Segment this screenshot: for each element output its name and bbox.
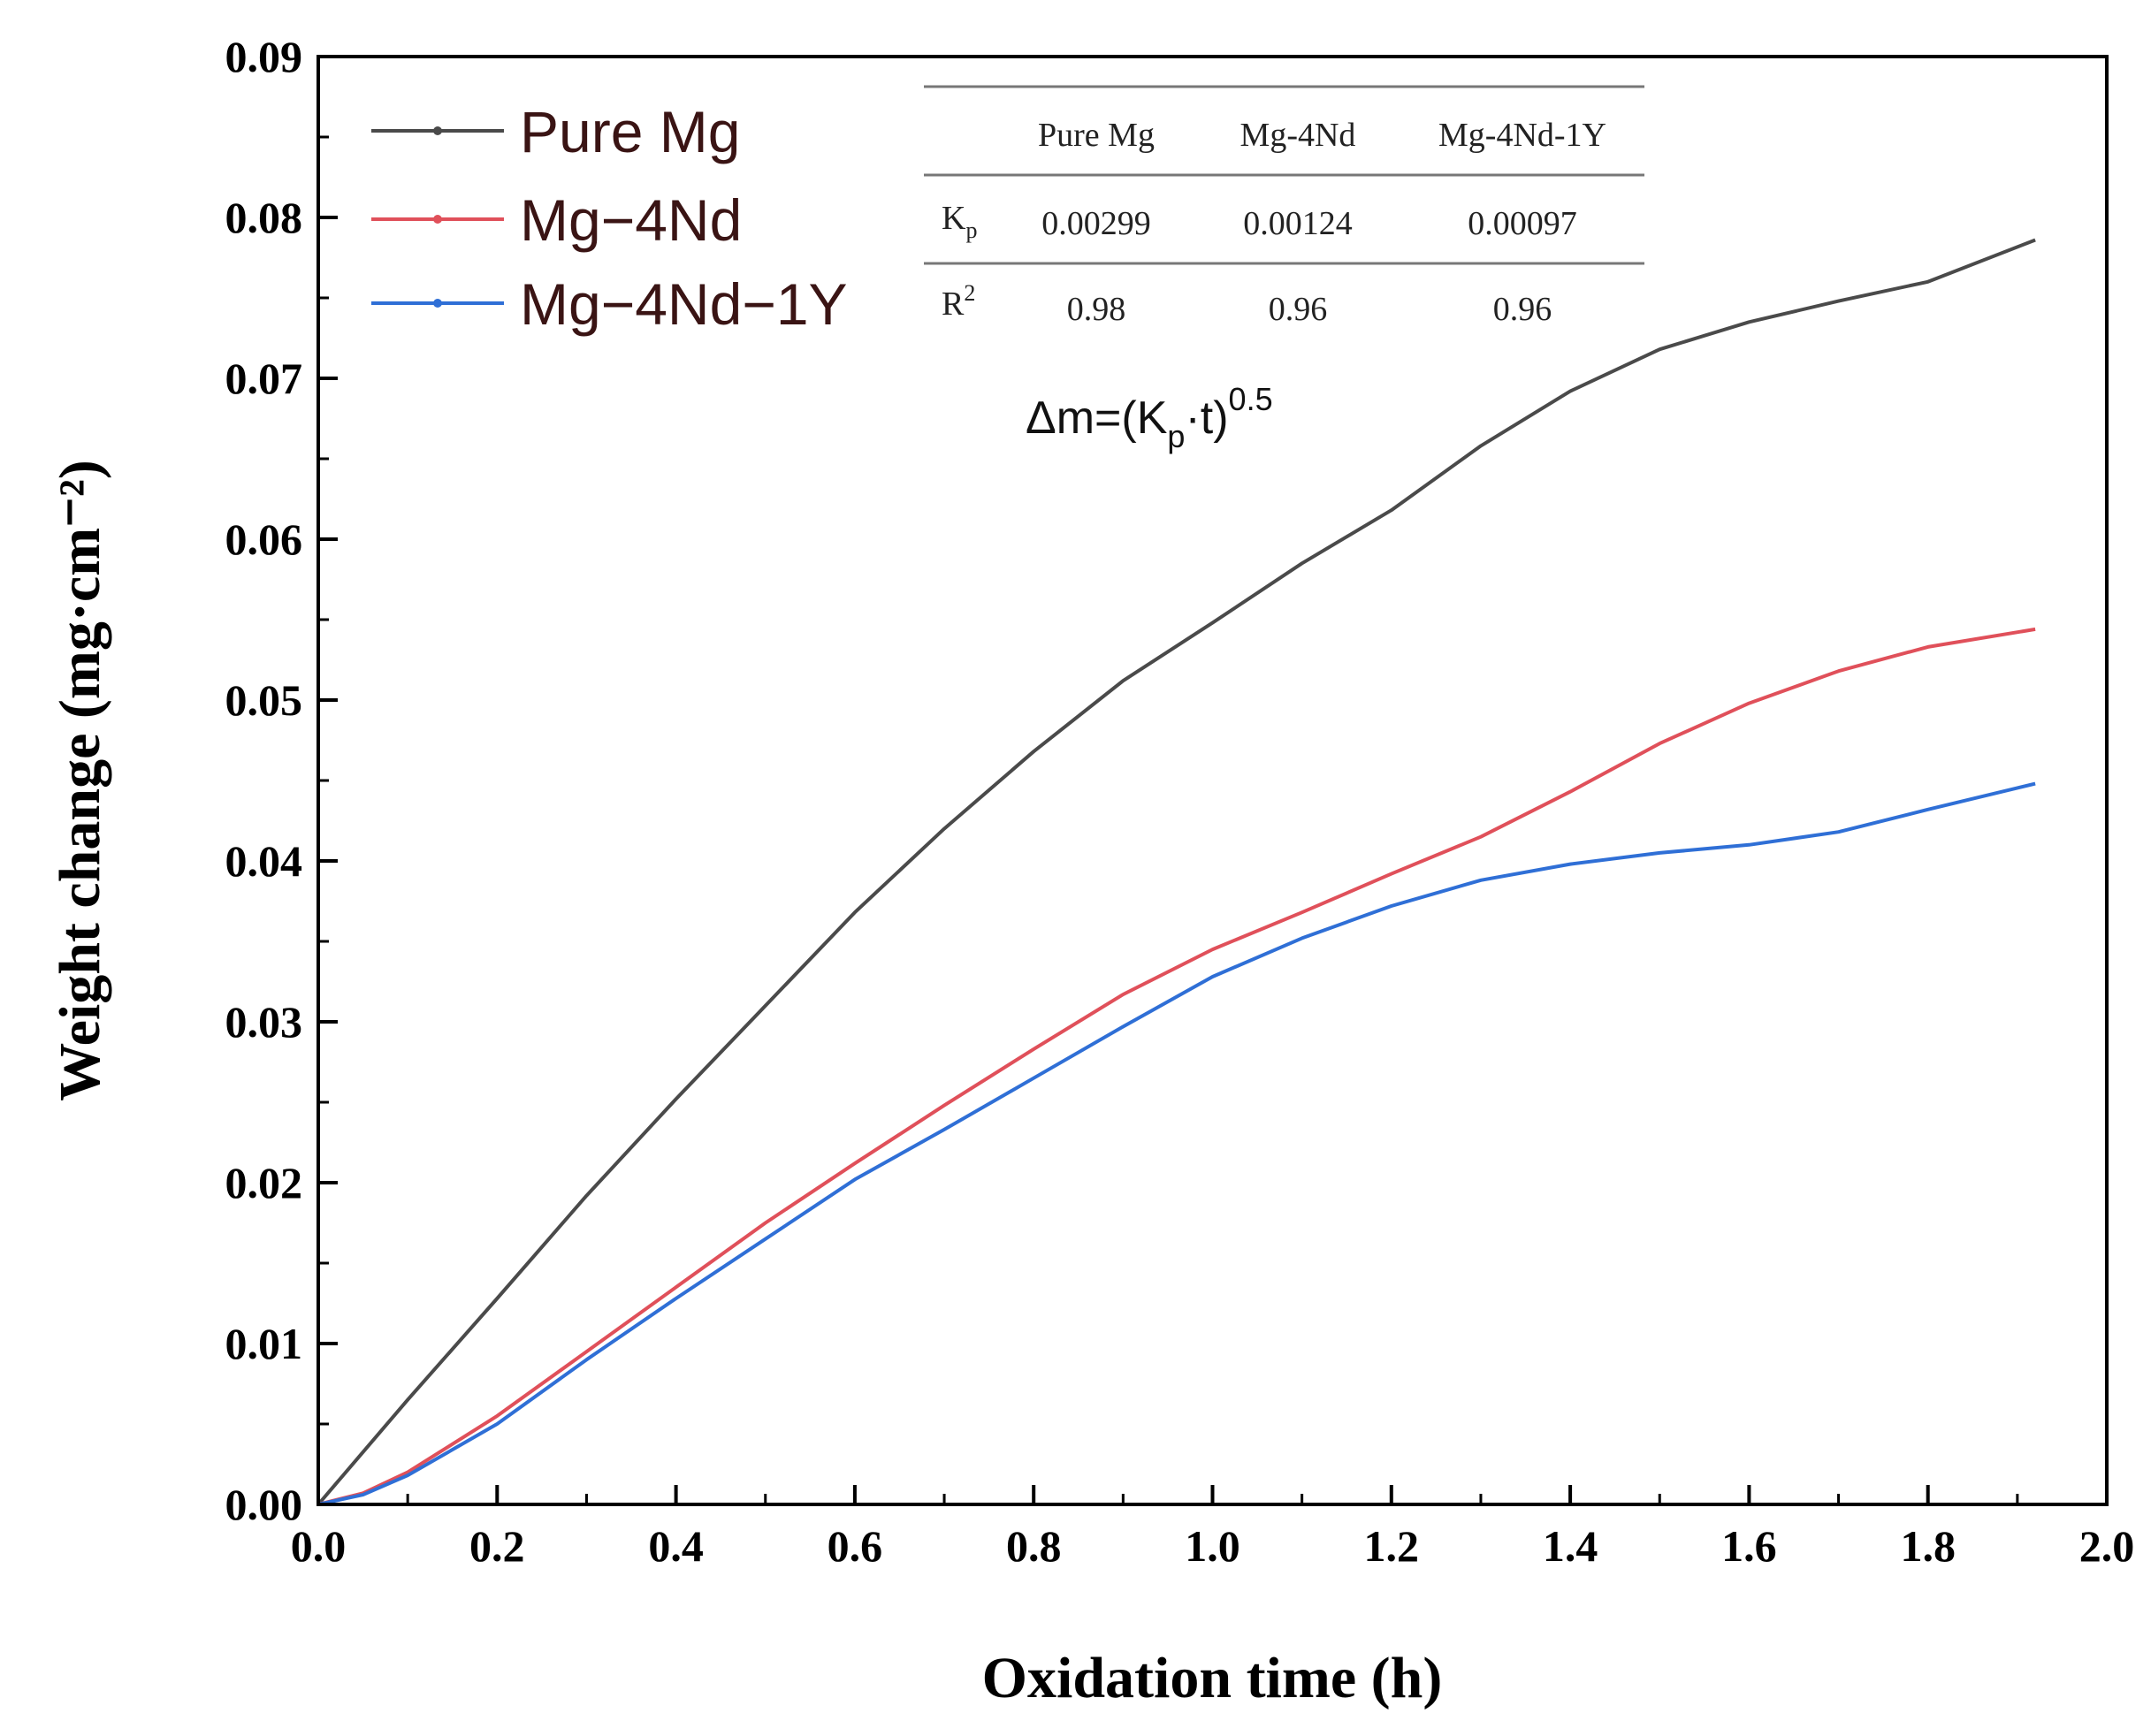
legend: Pure Mg Mg−4Nd Mg−4Nd−1Y xyxy=(371,99,848,337)
table-header: Pure Mg xyxy=(1038,117,1155,154)
x-tick-label: 1.6 xyxy=(1721,1521,1777,1571)
y-axis-title: Weight change (mg·cm⁻²) xyxy=(48,460,112,1101)
table-cell: 0.96 xyxy=(1493,291,1552,328)
legend-marker xyxy=(433,215,442,224)
x-tick-label: 0.8 xyxy=(1006,1521,1062,1571)
table-row-label: Kp xyxy=(942,200,977,243)
table-row-label: R2 xyxy=(942,280,975,323)
y-tick-label: 0.02 xyxy=(225,1158,303,1207)
series-line xyxy=(317,238,2036,1506)
legend-label: Mg−4Nd xyxy=(520,187,742,253)
y-tick-label: 0.06 xyxy=(225,514,303,564)
x-tick-label: 0.6 xyxy=(828,1521,883,1571)
y-tick-label: 0.08 xyxy=(225,193,303,242)
x-tick-label: 2.0 xyxy=(2079,1521,2135,1571)
plot-frame xyxy=(317,55,2109,1506)
table-cell: 0.98 xyxy=(1067,291,1126,328)
x-tick-label: 0.0 xyxy=(291,1521,347,1571)
x-axis-title: Oxidation time (h) xyxy=(982,1646,1443,1710)
series-line xyxy=(317,627,2036,1506)
table-cell: 0.00124 xyxy=(1243,205,1353,242)
y-tick-label: 0.05 xyxy=(225,675,303,725)
x-tick-label: 0.2 xyxy=(469,1521,525,1571)
x-tick-labels: 0.0 0.2 0.4 0.6 0.8 1.0 1.2 1.4 1.6 1.8 2.0 xyxy=(291,1521,2135,1571)
y-tick-label: 0.00 xyxy=(225,1480,303,1529)
table-cell: 0.00299 xyxy=(1041,205,1151,242)
legend-marker xyxy=(433,126,442,135)
x-tick-label: 1.0 xyxy=(1185,1521,1240,1571)
x-tick-label: 1.8 xyxy=(1900,1521,1956,1571)
table-header: Mg-4Nd xyxy=(1240,117,1356,154)
y-tick-label: 0.01 xyxy=(225,1319,303,1368)
x-tick-label: 1.2 xyxy=(1364,1521,1420,1571)
legend-marker xyxy=(433,299,442,308)
legend-label: Pure Mg xyxy=(520,99,740,164)
y-tick-label: 0.04 xyxy=(225,836,303,886)
formula-annotation: Δm=(Kp·t)0.5 xyxy=(1026,381,1273,454)
formula-text: Δm=(Kp·t)0.5 xyxy=(1026,381,1273,454)
y-tick-label: 0.03 xyxy=(225,997,303,1047)
table-cell: 0.96 xyxy=(1269,291,1328,328)
series-line xyxy=(317,781,2036,1506)
x-tick-label: 1.4 xyxy=(1543,1521,1598,1571)
table-cell: 0.00097 xyxy=(1468,205,1577,242)
y-tick-label: 0.09 xyxy=(225,32,303,81)
table-header: Mg-4Nd-1Y xyxy=(1438,117,1606,154)
series-lines xyxy=(317,238,2036,1506)
y-tick-labels: 0.00 0.01 0.02 0.03 0.04 0.05 0.06 0.07 0.08 0.09 xyxy=(225,32,303,1529)
y-tick-label: 0.07 xyxy=(225,354,303,403)
legend-label: Mg−4Nd−1Y xyxy=(520,271,848,337)
kp-inset-table: Pure Mg Mg-4Nd Mg-4Nd-1Y Kp 0.00299 0.00124 0.… xyxy=(924,85,1644,328)
x-tick-label: 0.4 xyxy=(648,1521,704,1571)
